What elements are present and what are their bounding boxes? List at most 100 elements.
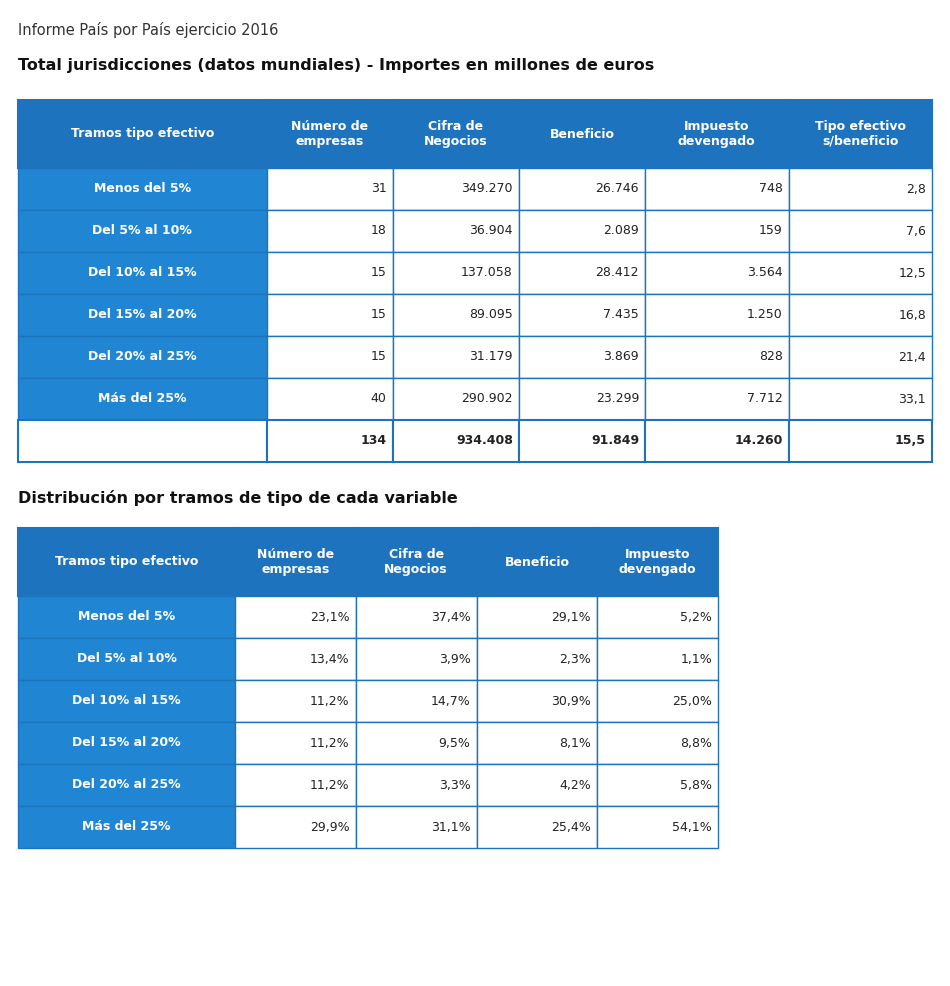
Text: 40: 40	[370, 392, 387, 405]
Text: Tramos tipo efectivo: Tramos tipo efectivo	[55, 555, 199, 569]
Bar	[519, 420, 645, 462]
Bar	[788, 420, 932, 462]
Text: 828: 828	[759, 350, 783, 364]
Bar	[18, 378, 267, 420]
Text: Total jurisdicciones (datos mundiales) - Importes en millones de euros: Total jurisdicciones (datos mundiales) -…	[18, 58, 655, 73]
Text: 25,0%: 25,0%	[673, 694, 712, 708]
Bar	[18, 722, 235, 764]
Text: 9,5%: 9,5%	[439, 737, 470, 749]
Text: 2.089: 2.089	[603, 225, 639, 238]
Text: 13,4%: 13,4%	[310, 653, 350, 666]
Text: 5,8%: 5,8%	[680, 779, 712, 792]
Bar	[477, 596, 598, 638]
Text: 14,7%: 14,7%	[430, 694, 470, 708]
Bar	[18, 210, 267, 252]
Text: Número de
empresas: Número de empresas	[291, 120, 369, 148]
Text: 15: 15	[370, 309, 387, 321]
Bar	[788, 378, 932, 420]
Bar	[235, 638, 355, 680]
Text: 934.408: 934.408	[456, 435, 513, 448]
Bar	[18, 420, 267, 462]
Bar	[355, 680, 477, 722]
Bar	[477, 806, 598, 848]
Text: 3,3%: 3,3%	[439, 779, 470, 792]
Bar	[392, 210, 519, 252]
Text: Más del 25%: Más del 25%	[83, 820, 171, 833]
Text: 11,2%: 11,2%	[310, 779, 350, 792]
Text: Menos del 5%: Menos del 5%	[94, 182, 191, 195]
Bar	[267, 420, 392, 462]
Bar	[392, 336, 519, 378]
Text: 349.270: 349.270	[462, 182, 513, 195]
Bar	[18, 294, 267, 336]
Text: 11,2%: 11,2%	[310, 694, 350, 708]
Text: 31,1%: 31,1%	[431, 820, 470, 833]
Bar	[18, 596, 235, 638]
Bar	[18, 252, 267, 294]
Text: 25,4%: 25,4%	[552, 820, 591, 833]
Text: 29,1%: 29,1%	[552, 610, 591, 623]
Text: 134: 134	[361, 435, 387, 448]
Bar	[392, 378, 519, 420]
Text: 21,4: 21,4	[899, 350, 926, 364]
Bar	[355, 722, 477, 764]
Bar	[18, 100, 267, 168]
Text: 36.904: 36.904	[469, 225, 513, 238]
Bar	[267, 100, 392, 168]
Text: 14.260: 14.260	[734, 435, 783, 448]
Text: 137.058: 137.058	[461, 266, 513, 279]
Bar	[598, 764, 718, 806]
Bar	[477, 638, 598, 680]
Bar	[477, 528, 598, 596]
Bar	[645, 420, 788, 462]
Text: Cifra de
Negocios: Cifra de Negocios	[385, 548, 448, 576]
Bar	[267, 378, 392, 420]
Text: 91.849: 91.849	[591, 435, 639, 448]
Text: 18: 18	[370, 225, 387, 238]
Text: 37,4%: 37,4%	[430, 610, 470, 623]
Text: 3,9%: 3,9%	[439, 653, 470, 666]
Text: 16,8: 16,8	[899, 309, 926, 321]
Bar	[477, 764, 598, 806]
Bar	[598, 722, 718, 764]
Bar	[645, 336, 788, 378]
Bar	[788, 168, 932, 210]
Bar	[355, 806, 477, 848]
Text: Impuesto
devengado: Impuesto devengado	[618, 548, 696, 576]
Text: Impuesto
devengado: Impuesto devengado	[678, 120, 755, 148]
Text: 3.869: 3.869	[603, 350, 639, 364]
Text: 1.250: 1.250	[747, 309, 783, 321]
Text: 15: 15	[370, 266, 387, 279]
Bar	[267, 252, 392, 294]
Text: 7.435: 7.435	[603, 309, 639, 321]
Text: 23,1%: 23,1%	[310, 610, 350, 623]
Bar	[788, 336, 932, 378]
Text: 54,1%: 54,1%	[673, 820, 712, 833]
Bar	[355, 596, 477, 638]
Text: 28.412: 28.412	[596, 266, 639, 279]
Bar	[235, 764, 355, 806]
Text: Beneficio: Beneficio	[504, 555, 569, 569]
Text: Tipo efectivo
s/beneficio: Tipo efectivo s/beneficio	[815, 120, 905, 148]
Text: 4,2%: 4,2%	[560, 779, 591, 792]
Bar	[392, 252, 519, 294]
Bar	[18, 806, 235, 848]
Bar	[18, 638, 235, 680]
Bar	[598, 528, 718, 596]
Bar	[267, 168, 392, 210]
Bar	[519, 168, 645, 210]
Bar	[519, 210, 645, 252]
Text: Del 15% al 20%: Del 15% al 20%	[72, 737, 180, 749]
Bar	[645, 252, 788, 294]
Text: 12,5: 12,5	[899, 266, 926, 279]
Bar	[267, 210, 392, 252]
Text: 29,9%: 29,9%	[310, 820, 350, 833]
Bar	[392, 420, 519, 462]
Text: 26.746: 26.746	[596, 182, 639, 195]
Bar	[235, 722, 355, 764]
Bar	[519, 378, 645, 420]
Text: 3.564: 3.564	[747, 266, 783, 279]
Bar	[235, 806, 355, 848]
Text: 89.095: 89.095	[469, 309, 513, 321]
Text: Del 10% al 15%: Del 10% al 15%	[88, 266, 197, 279]
